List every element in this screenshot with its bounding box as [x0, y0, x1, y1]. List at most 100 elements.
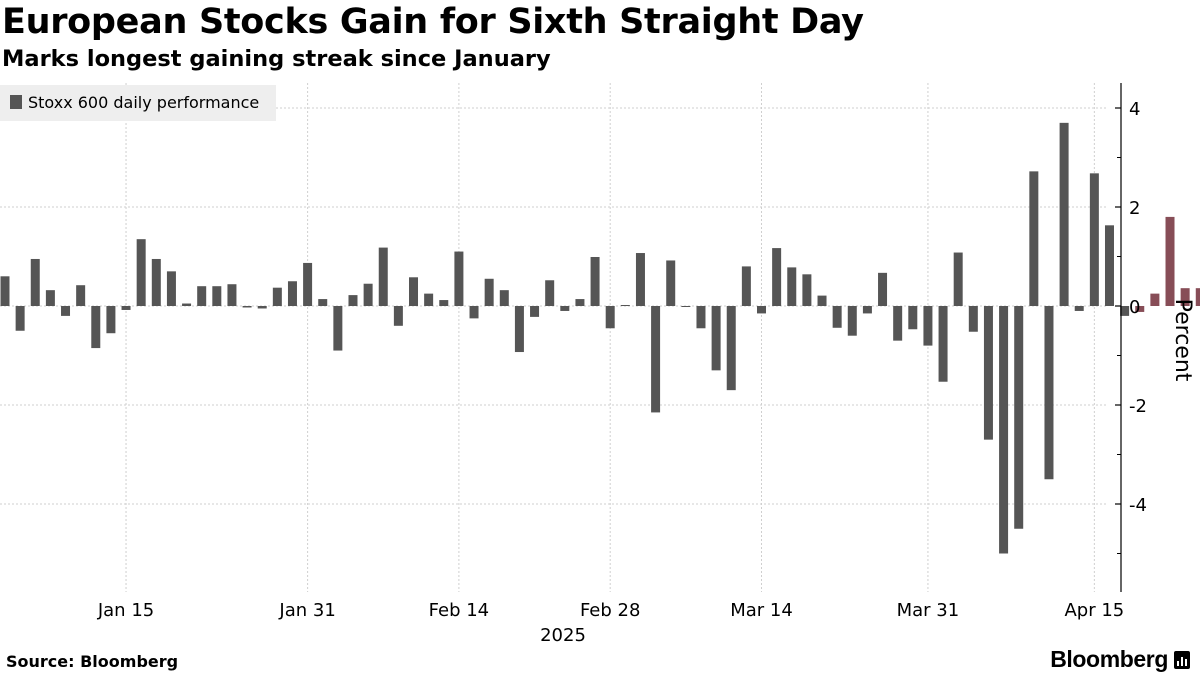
bar	[514, 306, 524, 353]
legend-swatch	[10, 95, 22, 109]
bar	[1120, 306, 1130, 316]
bar	[878, 272, 888, 306]
x-tick-label: Apr 15	[1064, 600, 1124, 621]
bar	[121, 306, 131, 310]
bar	[439, 300, 449, 306]
bar	[272, 287, 282, 306]
bar	[590, 256, 600, 306]
bar	[802, 274, 812, 306]
bar	[45, 290, 55, 306]
bar	[635, 253, 645, 306]
bar	[757, 306, 766, 314]
bar	[832, 306, 842, 328]
bar	[1029, 171, 1039, 306]
bar	[484, 278, 494, 306]
bar	[938, 306, 948, 382]
bar	[166, 271, 176, 306]
bar	[893, 306, 903, 341]
bar	[136, 239, 146, 306]
bar	[30, 258, 40, 306]
bar	[741, 266, 751, 306]
x-axis-labels: Jan 15 Jan 31 Feb 14 Feb 28 Mar 14 Mar 31 Apr …	[97, 600, 1124, 621]
y-tick-label: -4	[1129, 495, 1147, 516]
bar	[696, 306, 706, 329]
bar	[560, 306, 570, 311]
bar	[1059, 122, 1069, 306]
bar	[726, 306, 736, 391]
legend-label: Stoxx 600 daily performance	[28, 93, 259, 112]
x-tick-label: Jan 31	[278, 600, 335, 621]
brand-name: Bloomberg	[1050, 646, 1168, 672]
bar	[106, 306, 116, 334]
bar	[151, 258, 161, 306]
bar	[393, 306, 403, 326]
chart-subtitle: Marks longest gaining streak since Janua…	[2, 46, 551, 72]
bar-series	[0, 122, 1200, 554]
bar	[862, 306, 872, 314]
x-tick-label: Feb 14	[429, 600, 490, 621]
x-tick-label: Jan 15	[97, 600, 154, 621]
bar	[953, 252, 963, 306]
bar	[923, 306, 933, 346]
bar	[999, 306, 1009, 554]
bar	[15, 306, 25, 331]
bar	[651, 306, 661, 413]
bar	[605, 306, 615, 329]
bar	[908, 306, 918, 330]
y-tick-label: 2	[1129, 198, 1140, 219]
bar	[287, 281, 297, 306]
bar	[1135, 306, 1145, 312]
bar	[469, 306, 479, 319]
bar	[499, 290, 509, 306]
bloomberg-terminal-icon	[1174, 650, 1190, 669]
bar	[454, 251, 464, 306]
bar	[348, 295, 358, 306]
bar	[409, 277, 419, 306]
bar	[1074, 306, 1084, 311]
bar	[666, 260, 676, 306]
bar	[968, 306, 978, 332]
bar	[257, 306, 267, 309]
source-note: Source: Bloomberg	[6, 652, 179, 671]
y-axis-label: Percent	[1170, 299, 1195, 382]
x-tick-label: Mar 31	[897, 600, 960, 621]
y-tick-label: -2	[1129, 396, 1147, 417]
bar	[1195, 288, 1200, 306]
bar	[1089, 173, 1099, 306]
bar	[182, 303, 192, 306]
bar	[620, 305, 630, 307]
bar	[1044, 306, 1054, 480]
bar	[318, 299, 328, 306]
chart-title: European Stocks Gain for Sixth Straight …	[2, 2, 864, 42]
y-tick-label: 4	[1129, 99, 1140, 120]
bar	[61, 306, 71, 316]
y-tick-label: 0	[1129, 297, 1140, 318]
bar	[1180, 288, 1190, 306]
x-axis-year-label: 2025	[540, 625, 586, 646]
bar	[212, 286, 222, 306]
bar	[1165, 216, 1175, 306]
bar	[91, 306, 101, 349]
bar	[303, 262, 313, 306]
legend: Stoxx 600 daily performance	[0, 85, 276, 121]
bar	[197, 286, 207, 306]
bar	[711, 306, 721, 371]
bar	[1104, 225, 1114, 306]
x-tick-label: Feb 28	[580, 600, 641, 621]
bar	[847, 306, 857, 336]
bar	[378, 247, 388, 306]
bar	[817, 295, 827, 306]
bar	[575, 299, 585, 306]
bar	[242, 306, 252, 308]
bar	[227, 284, 237, 306]
bar	[530, 306, 540, 317]
bar	[1150, 293, 1160, 306]
bar	[681, 306, 691, 307]
bar	[0, 276, 10, 306]
bar	[1014, 306, 1024, 529]
brand-mark: Bloomberg	[1050, 646, 1190, 673]
y-axis: 4 2 0 -2 -4	[1115, 83, 1147, 592]
legend-background	[0, 85, 276, 121]
x-tick-label: Mar 14	[730, 600, 793, 621]
